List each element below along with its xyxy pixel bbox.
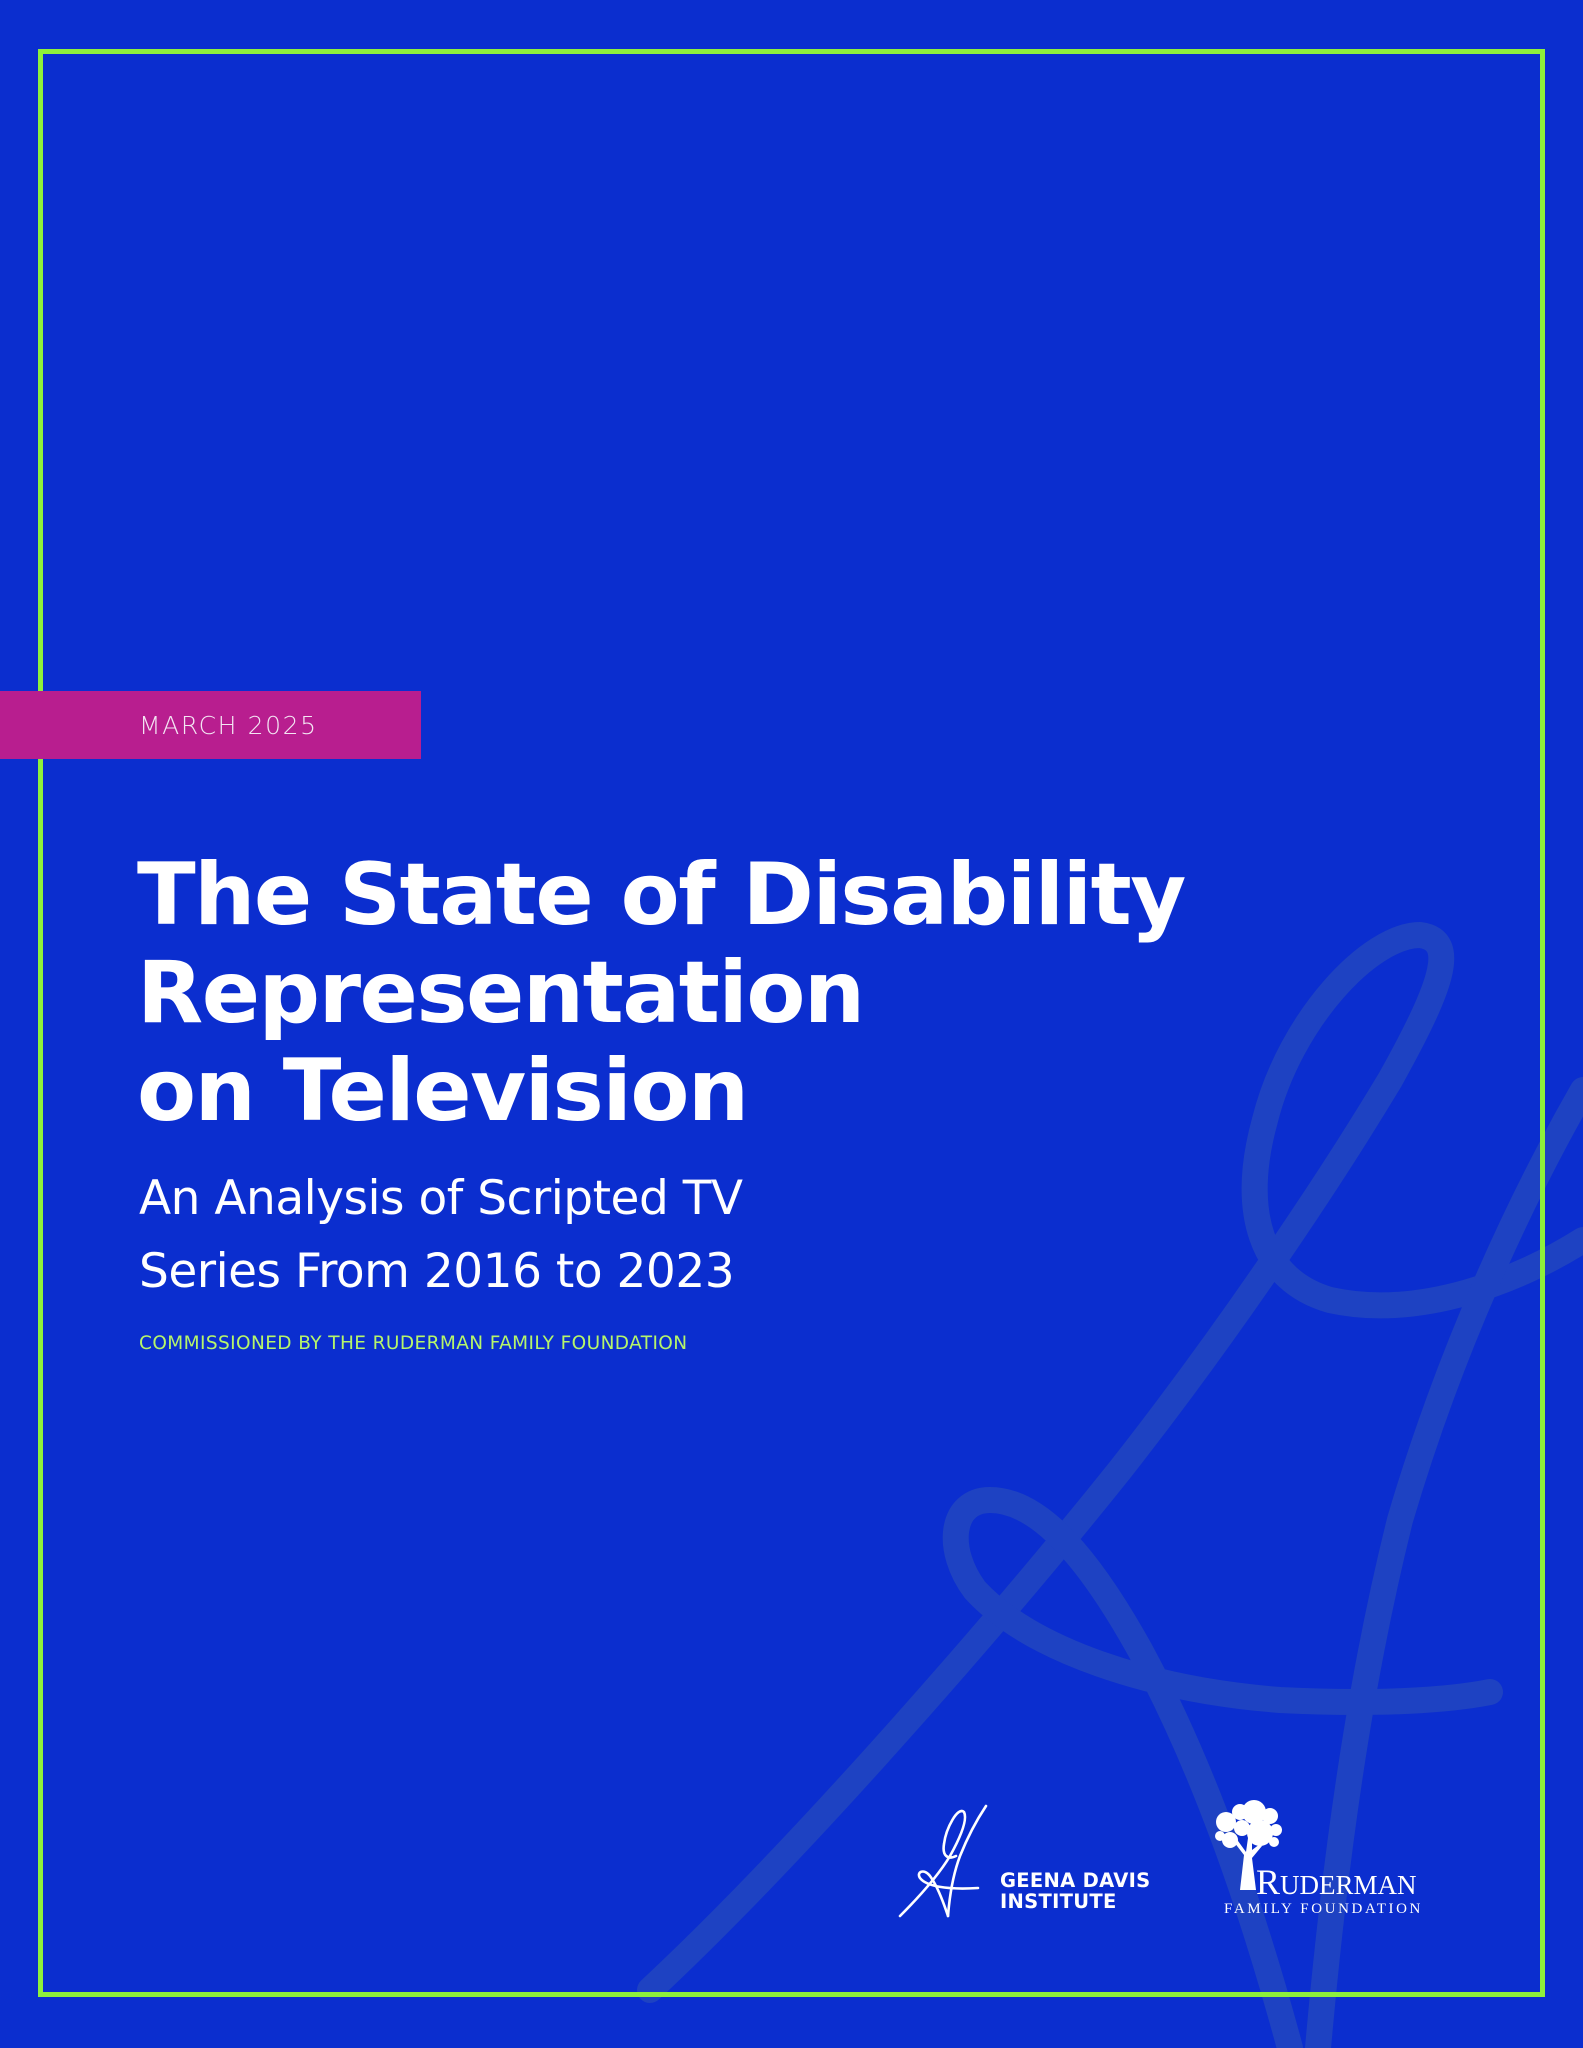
title-line-2: Representation [137,943,865,1043]
subtitle-line-1: An Analysis of Scripted TV [139,1171,743,1226]
commissioned-by-note: COMMISSIONED BY THE RUDERMAN FAMILY FOUN… [139,1333,688,1354]
gdi-name-line-1: GEENA DAVIS [1000,1869,1151,1892]
title-line-3: on Television [137,1041,749,1141]
page-frame-border [38,49,1545,1997]
title-line-1: The State of Disability [137,845,1186,945]
gdi-signature-icon [898,1804,988,1918]
report-subtitle: An Analysis of Scripted TV Series From 2… [139,1162,743,1308]
tree-icon [1215,1800,1282,1890]
rff-subtitle: FAMILY FOUNDATION [1224,1901,1423,1917]
ruderman-family-foundation-logo: RUDERMAN FAMILY FOUNDATION [1212,1800,1442,1930]
publication-date: MARCH 2025 [139,710,318,740]
gdi-name-line-2: INSTITUTE [1000,1890,1117,1913]
geena-davis-institute-logo: GEENA DAVIS INSTITUTE [898,1798,1158,1928]
date-band: MARCH 2025 [0,691,421,759]
subtitle-line-2: Series From 2016 to 2023 [139,1244,735,1299]
report-title: The State of Disability Representation o… [137,845,1186,1141]
rff-name: RUDERMAN [1256,1862,1417,1902]
